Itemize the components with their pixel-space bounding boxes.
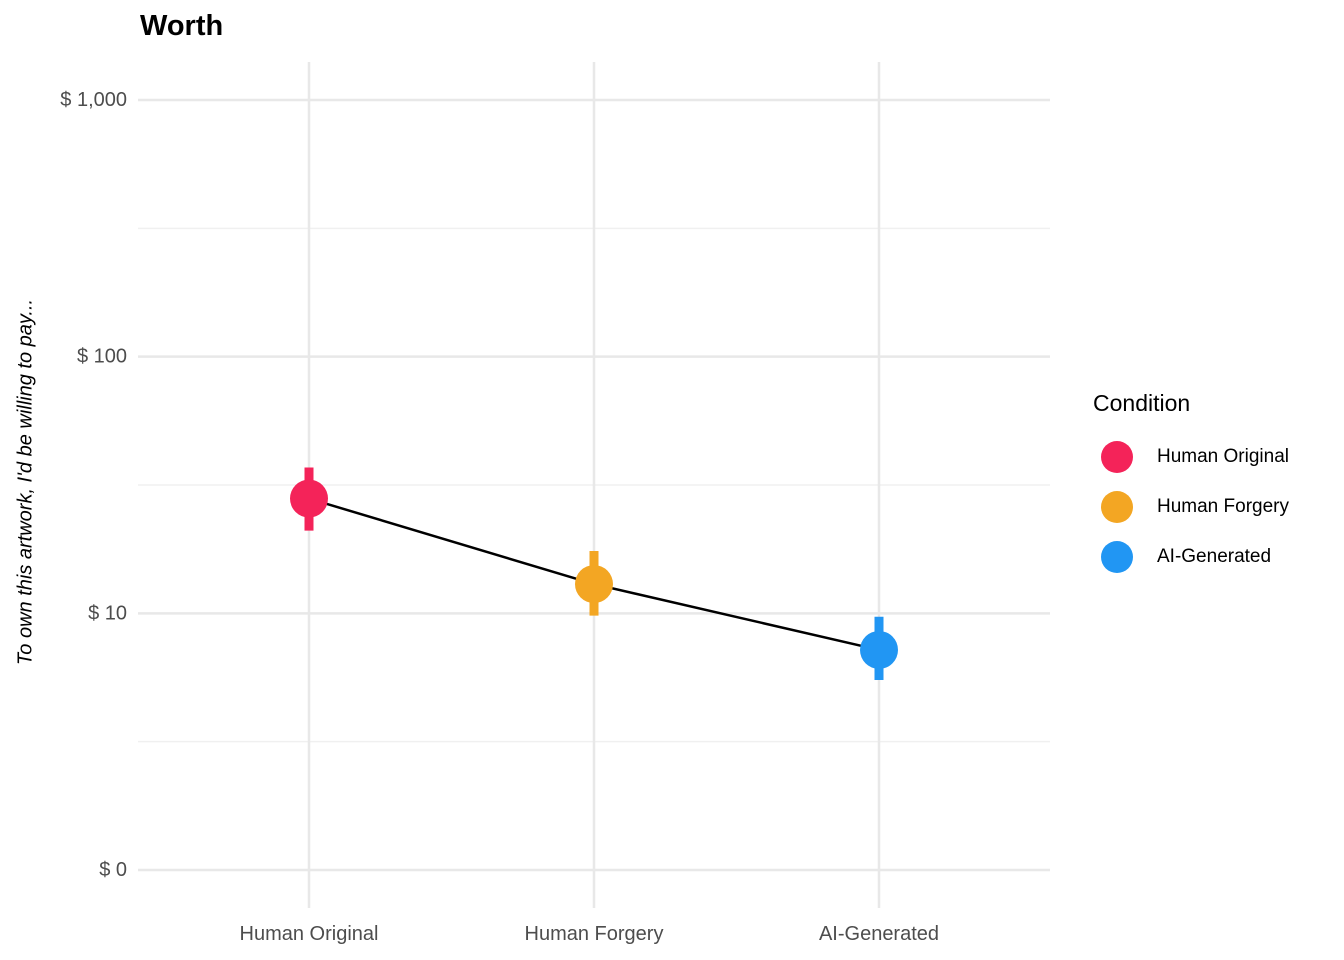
y-tick-label: $ 10	[88, 602, 127, 624]
legend-label: Human Forgery	[1157, 496, 1289, 517]
legend-swatch-ai-generated	[1101, 541, 1133, 573]
legend-items: Human Original Human Forgery AI-Generated	[1093, 432, 1289, 582]
legend-condition: Condition Human Original Human Forgery AI-…	[1093, 390, 1289, 582]
legend-title: Condition	[1093, 390, 1191, 416]
x-tick-label-ai-generated: AI-Generated	[819, 923, 939, 945]
x-tick-label-human-forgery: Human Forgery	[525, 923, 664, 945]
x-tick-label-human-original: Human Original	[240, 923, 379, 945]
chart-title: Worth	[140, 10, 224, 42]
legend-label: AI-Generated	[1157, 546, 1272, 567]
point-human-original	[290, 479, 328, 518]
y-tick-label: $ 1,000	[60, 89, 127, 111]
legend-swatch-human-forgery	[1101, 491, 1133, 523]
legend-swatch-human-original	[1101, 441, 1133, 473]
point-human-forgery	[575, 565, 613, 604]
y-tick-label: $ 100	[77, 346, 127, 368]
point-ai-generated	[860, 630, 898, 669]
legend-label: Human Original	[1157, 446, 1289, 467]
legend-item-ai-generated: AI-Generated	[1093, 532, 1289, 582]
legend-item-human-original: Human Original	[1093, 432, 1289, 482]
y-tick-label: $ 0	[99, 859, 127, 881]
legend-item-human-forgery: Human Forgery	[1093, 482, 1289, 532]
